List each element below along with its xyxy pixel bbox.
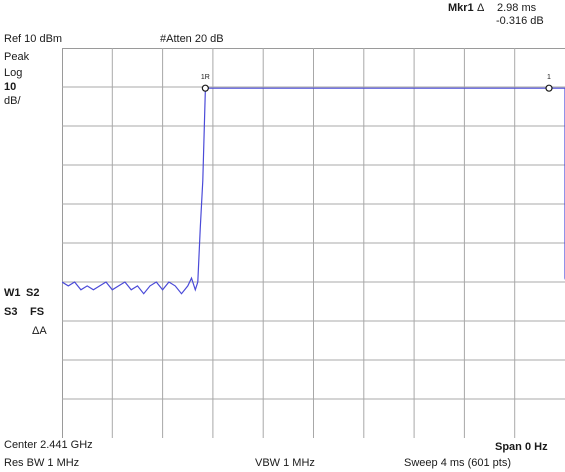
trace-1 <box>62 87 565 295</box>
center-frequency: Center 2.441 GHz <box>4 439 93 451</box>
marker-level: -0.316 dB <box>496 15 544 27</box>
marker-time: 2.98 ms <box>497 2 537 14</box>
vbw: VBW 1 MHz <box>255 457 315 469</box>
delta-marker-dot <box>545 84 553 92</box>
delta-marker-label: 1 <box>547 74 551 81</box>
ref-marker-label: 1R <box>201 74 210 81</box>
marker-label: Mkr1 <box>448 2 474 14</box>
attenuation: #Atten 20 dB <box>160 33 224 45</box>
ref-marker-dot <box>201 84 209 92</box>
span: Span 0 Hz <box>495 441 548 453</box>
scale-value: 10 <box>4 81 17 93</box>
ref-marker-1r: 1R <box>201 74 210 92</box>
marker-delta-icon: Δ <box>477 2 485 14</box>
trace-s2-label: S2 <box>26 287 40 299</box>
trace-fs-label: FS <box>30 306 45 318</box>
trace-w1-label: W1 <box>4 287 21 299</box>
detector-label: Peak <box>4 51 30 63</box>
spectrum-plot: 1R 1 <box>62 48 565 438</box>
trace-s3-label: S3 <box>4 306 18 318</box>
scale-unit: dB/ <box>4 95 21 107</box>
graticule-grid <box>62 48 565 438</box>
trace-aa-label: ΔA <box>32 325 47 337</box>
scale-type: Log <box>4 67 23 79</box>
sweep: Sweep 4 ms (601 pts) <box>404 457 511 469</box>
delta-marker-1: 1 <box>545 74 553 92</box>
res-bw: Res BW 1 MHz <box>4 457 80 469</box>
ref-level: Ref 10 dBm <box>4 33 63 45</box>
